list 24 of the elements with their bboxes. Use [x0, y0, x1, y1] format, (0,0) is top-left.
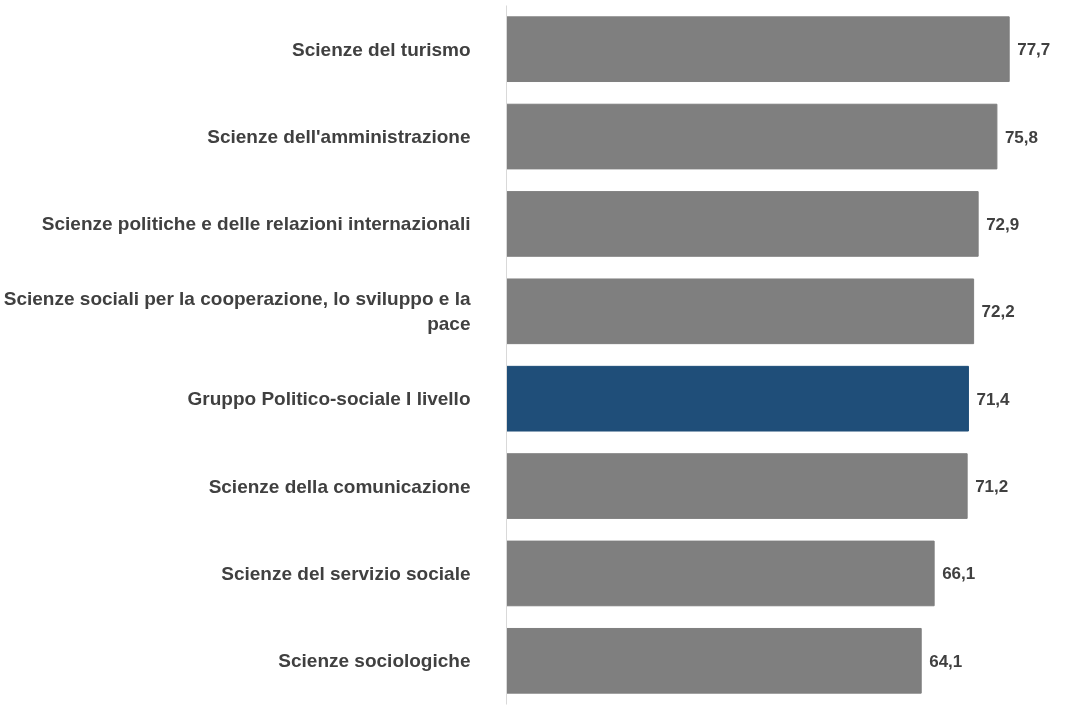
data-label: 72,9: [986, 214, 1020, 234]
data-label: 64,1: [929, 651, 963, 671]
data-label: 72,2: [981, 302, 1015, 322]
y-tick-label: Scienze del servizio sociale: [221, 562, 471, 584]
y-tick-label: Gruppo Politico-sociale I livello: [187, 388, 471, 410]
y-tick-label: Scienze sociali per la cooperazione, lo sviluppo e la pace: [3, 288, 471, 335]
bar: [506, 365, 969, 432]
bar: [506, 103, 998, 170]
y-tick-label: Scienze della comunicazione: [208, 475, 471, 497]
data-label: 71,4: [976, 389, 1011, 409]
bar: [506, 16, 1010, 83]
y-tick-label: Scienze dell'amministrazione: [207, 126, 471, 148]
data-label: 71,2: [975, 477, 1009, 497]
bar: [506, 278, 975, 345]
y-tick-label: Scienze del turismo: [292, 38, 471, 60]
y-tick-label: Scienze politiche e delle relazioni internazionali: [41, 213, 471, 235]
bar: [506, 627, 922, 694]
bar: [506, 540, 935, 607]
data-label: 77,7: [1017, 40, 1051, 60]
y-tick-label: Scienze sociologiche: [278, 650, 471, 672]
bar: [506, 453, 968, 519]
data-label: 66,1: [942, 564, 976, 584]
data-label: 75,8: [1004, 127, 1038, 147]
bar: [506, 191, 979, 257]
